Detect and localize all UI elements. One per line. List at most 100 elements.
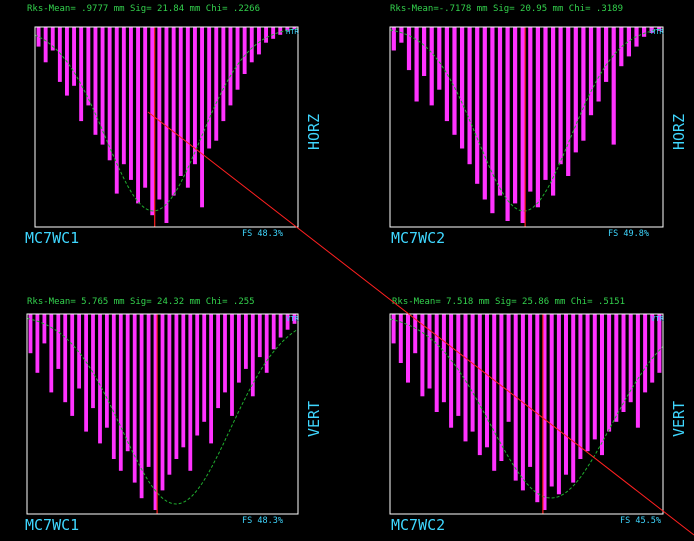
histogram-bar	[619, 27, 624, 67]
histogram-bar	[63, 314, 68, 403]
histogram-bar	[93, 27, 98, 135]
histogram-bar	[230, 314, 234, 416]
histogram-bar	[244, 314, 248, 369]
histogram-bar	[125, 314, 130, 452]
histogram-bar	[535, 314, 540, 503]
histogram-bar	[98, 314, 102, 444]
histogram-bar	[79, 27, 84, 122]
histogram-bar	[434, 314, 439, 412]
histogram-bar	[42, 314, 47, 344]
histogram-bar	[470, 314, 475, 432]
histogram-bar	[406, 27, 412, 71]
histogram-bar	[200, 27, 204, 208]
histogram-bar	[413, 314, 418, 354]
histogram-bar	[50, 27, 55, 51]
histogram-bar	[164, 27, 169, 223]
plot-frame	[389, 26, 664, 228]
histogram-bar	[621, 314, 626, 412]
histogram-bar	[414, 27, 419, 102]
histogram-bar	[57, 27, 62, 82]
panel-mc7wc1-vert: Rks-Mean= 5.765 mm Sig= 24.32 mm Chi= .2…	[25, 297, 323, 534]
histogram-bar	[167, 314, 172, 475]
histogram-bar	[207, 27, 212, 149]
histogram-bar	[181, 314, 186, 448]
histogram-bar	[195, 314, 200, 436]
histogram-bar	[136, 27, 140, 204]
histogram-bar	[193, 27, 197, 165]
histogram-bar	[174, 314, 179, 459]
full-scale-readout: FS 45.5%	[620, 516, 661, 526]
histogram-bar	[49, 314, 54, 393]
histogram-bar	[157, 27, 162, 200]
histogram-bar	[571, 314, 576, 483]
histogram-bar	[581, 27, 586, 141]
histogram-bar	[556, 314, 561, 495]
device-name-label: MC7WC1	[25, 516, 79, 534]
orientation-label: VERT	[670, 401, 688, 437]
histogram-bar	[264, 27, 268, 43]
histogram-bar	[543, 27, 548, 180]
panel-mc7wc1-horz: Rks-Mean= .9777 mm Sig= 21.84 mm Chi= .2…	[25, 4, 323, 247]
histogram-bar	[551, 27, 556, 196]
histogram-bar	[391, 27, 396, 51]
panel-header-stats: Rks-Mean= .9777 mm Sig= 21.84 mm Chi= .2…	[27, 4, 260, 14]
histogram-bar	[549, 314, 554, 487]
histogram-bar	[91, 314, 95, 409]
histogram-bar	[111, 314, 116, 459]
histogram-bar	[635, 314, 640, 428]
histogram-bar	[171, 27, 176, 196]
full-scale-readout: FS 48.3%	[242, 229, 283, 239]
panel-mc7wc2-vert: Rks-Mean= 7.518 mm Sig= 25.86 mm Chi= .5…	[389, 297, 688, 534]
histogram-bar	[139, 314, 144, 499]
histogram-bar	[160, 314, 165, 491]
histogram-bar	[278, 314, 283, 338]
histogram-bar	[482, 27, 487, 200]
orientation-label: HORZ	[305, 114, 323, 150]
histogram-bar	[70, 314, 75, 416]
histogram-bar	[460, 27, 465, 149]
histogram-bar	[237, 314, 241, 383]
histogram-bar	[628, 314, 633, 403]
histogram-bar	[398, 314, 403, 363]
histogram-bar	[223, 314, 227, 393]
histogram-bar	[100, 27, 105, 145]
histogram-bar	[490, 27, 495, 214]
device-name-label: MC7WC2	[391, 229, 445, 247]
histogram-bar	[188, 314, 193, 471]
histogram-bar	[427, 314, 432, 389]
histogram-bar	[528, 27, 533, 192]
histogram-bar	[513, 27, 518, 204]
histogram-bar	[278, 27, 283, 35]
plot-frame	[34, 26, 299, 228]
histogram-bar	[72, 27, 76, 86]
histogram-bar	[588, 27, 594, 116]
histogram-bar	[475, 27, 480, 184]
histogram-bar	[150, 27, 155, 216]
histogram-bar	[611, 27, 616, 145]
histogram-bar	[250, 314, 255, 397]
orientation-label: HORZ	[670, 114, 688, 150]
histogram-bar	[456, 314, 461, 416]
histogram-bar	[467, 27, 472, 165]
histogram-bar	[657, 314, 662, 373]
histogram-bar	[477, 314, 482, 456]
plot-badge: HTR	[651, 28, 664, 36]
fit-curve	[389, 28, 664, 212]
histogram-bar	[146, 314, 151, 467]
histogram-bar	[520, 27, 525, 223]
histogram-bar	[444, 27, 449, 122]
histogram-bar	[592, 314, 597, 440]
histogram-bar	[614, 314, 619, 422]
panel-header-stats: Rks-Mean=-.7178 mm Sig= 20.95 mm Chi= .3…	[390, 4, 623, 14]
histogram-bar	[573, 27, 578, 153]
plot-badge: HTR	[286, 28, 299, 36]
histogram-bar	[202, 314, 207, 422]
histogram-bar	[564, 314, 568, 475]
histogram-bar	[129, 27, 133, 180]
histogram-bar	[596, 27, 601, 102]
histogram-bar	[429, 27, 434, 106]
histogram-bar	[285, 27, 290, 31]
histogram-bar	[121, 27, 126, 165]
histogram-bar	[216, 314, 220, 409]
